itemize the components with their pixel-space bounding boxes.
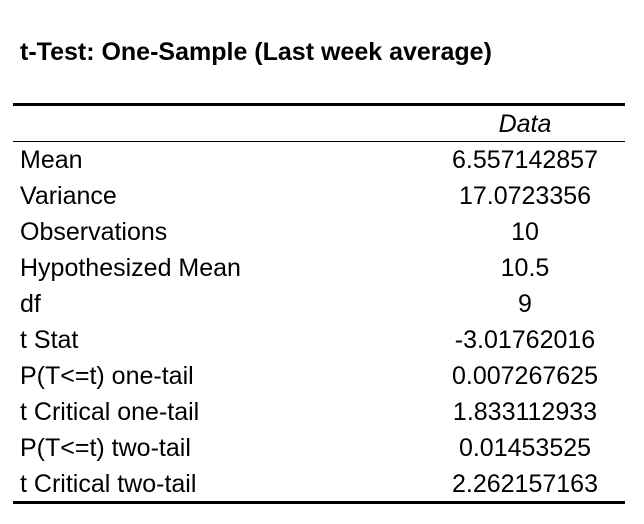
row-value: 2.262157163 [452, 470, 598, 498]
row-label: Mean [20, 146, 83, 174]
table-title: t-Test: One-Sample (Last week average) [20, 38, 492, 66]
row-value: -3.01762016 [454, 326, 596, 354]
row-value: 10.5 [500, 254, 550, 282]
row-label: t Critical one-tail [20, 398, 200, 426]
header-data: Data [498, 109, 552, 138]
table-row: t Critical two-tail 2.262157163 [13, 466, 625, 502]
row-label: t Stat [20, 326, 79, 354]
table-row: df 9 [13, 286, 625, 322]
row-value: 9 [518, 290, 532, 318]
table-row: Observations 10 [13, 214, 625, 250]
row-label: t Critical two-tail [20, 470, 197, 498]
row-label: Variance [20, 182, 117, 210]
top-rule [13, 103, 625, 106]
row-label: P(T<=t) one-tail [20, 362, 194, 390]
row-value: 0.01453525 [458, 434, 592, 462]
row-label: Observations [20, 218, 168, 246]
row-value: 1.833112933 [452, 398, 598, 426]
row-label: P(T<=t) two-tail [20, 434, 191, 462]
table-row: t Stat -3.01762016 [13, 322, 625, 358]
row-label: df [20, 290, 41, 318]
table-row: Variance 17.0723356 [13, 178, 625, 214]
table-header-row: Data [13, 106, 625, 142]
table-row: Hypothesized Mean 10.5 [13, 250, 625, 286]
ttest-table: Data Mean 6.557142857 Variance 17.072335… [13, 106, 625, 502]
row-label: Hypothesized Mean [20, 254, 241, 282]
table-row: Mean 6.557142857 [13, 142, 625, 178]
table-row: P(T<=t) one-tail 0.007267625 [13, 358, 625, 394]
table-row: P(T<=t) two-tail 0.01453525 [13, 430, 625, 466]
bottom-rule [13, 501, 625, 504]
row-value: 6.557142857 [452, 146, 598, 174]
table-row: t Critical one-tail 1.833112933 [13, 394, 625, 430]
row-value: 17.0723356 [458, 182, 592, 210]
row-value: 0.007267625 [452, 362, 598, 390]
row-value: 10 [511, 218, 539, 246]
